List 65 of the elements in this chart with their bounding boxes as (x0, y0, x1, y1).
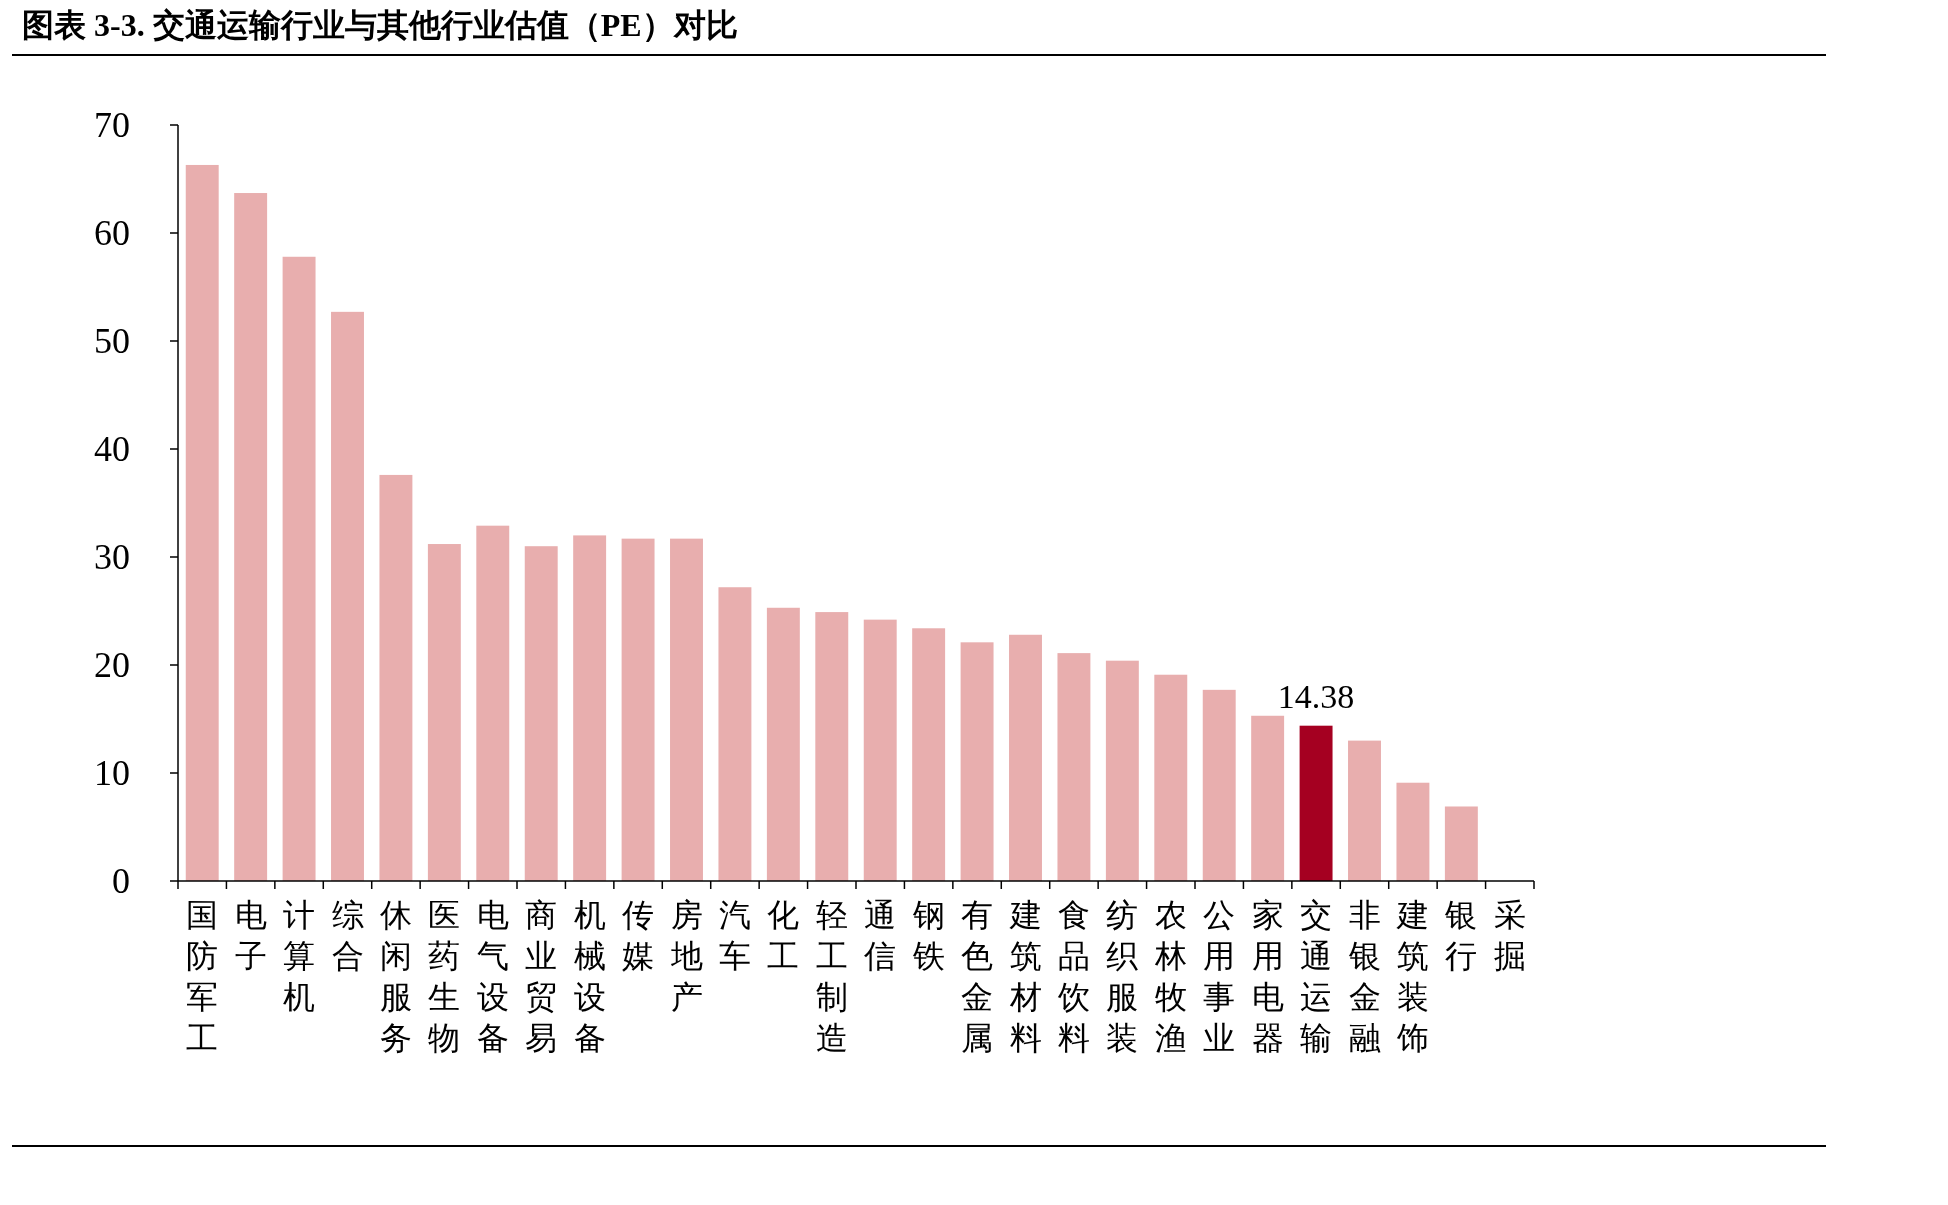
y-tick-label: 20 (94, 645, 130, 685)
x-tick-label: 医药生物 (428, 897, 461, 1056)
bar (621, 538, 655, 881)
x-tick-label: 非银金融 (1347, 897, 1381, 1056)
x-tick-label: 公用事业 (1203, 897, 1236, 1056)
x-tick-label: 休闲服务 (379, 897, 412, 1056)
x-tick-label: 电子 (234, 897, 267, 974)
x-tick-label: 通信 (864, 897, 897, 974)
data-label: 14.38 (1277, 677, 1355, 715)
bar (912, 628, 946, 881)
bar (670, 538, 703, 881)
x-tick-label: 汽车 (718, 897, 751, 974)
bar (1251, 715, 1285, 881)
bar (718, 587, 752, 881)
x-tick-label: 轻工制造 (815, 897, 848, 1056)
y-tick-label: 0 (112, 861, 130, 901)
y-tick-label: 50 (94, 321, 130, 361)
x-tick-label: 家用电器 (1251, 897, 1284, 1056)
bar (1105, 660, 1139, 881)
bar (1348, 740, 1381, 881)
bar (573, 535, 607, 881)
x-tick-label: 综合 (331, 897, 364, 974)
x-tick-label: 化工 (767, 897, 800, 974)
x-tick-label: 食品饮料 (1056, 897, 1090, 1056)
bar (1444, 806, 1478, 881)
bar (1057, 653, 1091, 881)
bar (863, 619, 897, 881)
x-tick-label: 国防军工 (186, 897, 219, 1056)
x-tick-label: 农林牧渔 (1153, 897, 1187, 1056)
x-tick-label: 房地产 (669, 897, 703, 1015)
x-tick-label: 机械设备 (573, 897, 606, 1056)
x-tick-label: 计算机 (283, 897, 316, 1015)
x-tick-label: 交通运输 (1300, 897, 1333, 1056)
x-tick-label: 钢铁 (911, 897, 945, 974)
bar (815, 612, 849, 881)
bar (427, 544, 461, 881)
y-tick-label: 30 (94, 537, 130, 577)
bar (331, 311, 364, 881)
bar (476, 525, 510, 881)
bar (282, 256, 316, 881)
bar (234, 193, 268, 881)
x-tick-label: 传媒 (622, 897, 655, 974)
bar (185, 164, 219, 881)
bar (1396, 782, 1430, 881)
bar (1009, 634, 1042, 881)
x-tick-label: 银行 (1444, 897, 1478, 974)
y-tick-label: 60 (94, 213, 130, 253)
y-tick-label: 40 (94, 429, 130, 469)
bar (379, 474, 413, 881)
bar (524, 546, 558, 881)
x-tick-label: 商业贸易 (525, 897, 558, 1056)
bar (1299, 725, 1333, 881)
y-tick-label: 70 (94, 105, 130, 145)
x-tick-label: 电气设备 (476, 897, 509, 1056)
bar (766, 607, 800, 881)
chart-title: 图表 3-3. 交通运输行业与其他行业估值（PE）对比 (22, 7, 738, 43)
bar (1202, 689, 1236, 881)
x-tick-label: 纺织服装 (1106, 897, 1139, 1056)
bar (960, 642, 994, 881)
x-tick-label: 建筑装饰 (1395, 897, 1429, 1056)
x-tick-label: 采掘 (1493, 897, 1526, 974)
x-tick-label: 有色金属 (961, 897, 994, 1056)
x-tick-label: 建筑材料 (1008, 897, 1042, 1056)
bar (1154, 674, 1188, 881)
y-tick-label: 10 (94, 753, 130, 793)
